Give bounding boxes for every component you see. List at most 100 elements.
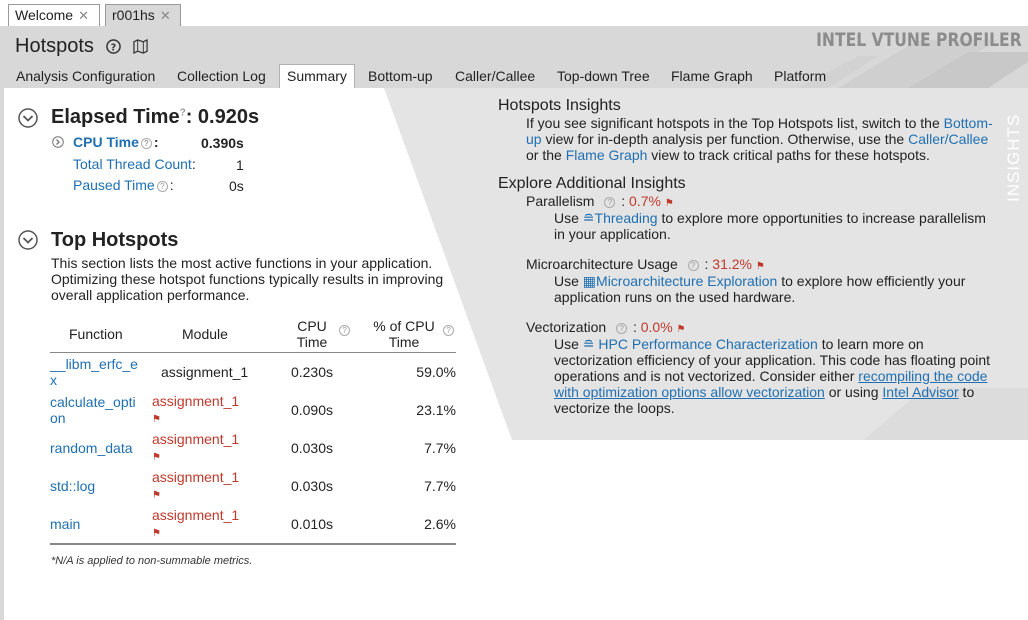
text: Use	[554, 336, 583, 352]
function-cell[interactable]: main	[50, 505, 152, 545]
analysis-header: Hotspots ? INTEL VTUNE PROFILER Analysis…	[0, 26, 1028, 90]
help-icon[interactable]: ?	[339, 325, 350, 336]
help-icon[interactable]: ?	[616, 322, 628, 334]
help-icon[interactable]: ?	[156, 180, 168, 192]
tab-welcome[interactable]: Welcome ✕	[8, 4, 100, 26]
function-cell[interactable]: calculate_opti on	[50, 391, 152, 429]
pct-cell: 7.7%	[424, 478, 456, 494]
hpc-characterization-link[interactable]: HPC Performance Characterization	[598, 336, 818, 352]
tab-analysis-configuration[interactable]: Analysis Configuration	[16, 68, 156, 84]
warning-flag-icon: ⚑	[755, 261, 765, 272]
collapse-icon[interactable]	[18, 230, 38, 250]
header-line: Time	[296, 334, 328, 350]
table-row[interactable]: random_data assignment_1 ⚑ 0.030s 7.7%	[50, 429, 456, 467]
module-name: assignment_1	[152, 506, 240, 523]
chip-icon: ▦	[582, 273, 597, 289]
vectorization-row: Vectorization ? : 0.0% ⚑	[526, 319, 686, 335]
text: Use	[554, 210, 583, 226]
insight-line: operations and is not vectorized. Consid…	[554, 368, 1004, 384]
function-link[interactable]: main	[50, 516, 81, 532]
microarchitecture-label: Microarchitecture Usage	[526, 256, 678, 272]
module-cell: assignment_1 ⚑	[152, 429, 272, 467]
table-row[interactable]: main assignment_1 ⚑ 0.010s 2.6%	[50, 505, 456, 545]
tab-r001hs[interactable]: r001hs ✕	[105, 4, 181, 26]
function-link[interactable]: calculate_opti	[50, 394, 136, 410]
function-cell[interactable]: std::log	[50, 467, 152, 505]
text: to explore more opportunities to increas…	[657, 210, 986, 226]
warning-flag-icon: ⚑	[152, 527, 161, 539]
tab-platform[interactable]: Platform	[774, 68, 827, 84]
warning-flag-icon: ⚑	[676, 324, 686, 335]
explore-insights-title: Explore Additional Insights	[498, 175, 686, 192]
function-cell[interactable]: random_data	[50, 429, 152, 467]
table-row[interactable]: __libm_erfc_e x assignment_1 0.230s 59.0%	[50, 353, 456, 392]
help-icon[interactable]: ?	[106, 39, 121, 54]
function-cell[interactable]: __libm_erfc_e x	[50, 353, 152, 392]
text: view to track critical paths for these h…	[647, 147, 930, 163]
table-row[interactable]: calculate_opti on assignment_1 ⚑ 0.090s 23…	[50, 391, 456, 429]
module-cell: assignment_1 ⚑	[152, 391, 272, 429]
tab-collection-log[interactable]: Collection Log	[177, 68, 266, 84]
insights-label-text: INSIGHTS	[1004, 114, 1023, 202]
help-icon[interactable]: ?	[604, 196, 616, 208]
table-row[interactable]: std::log assignment_1 ⚑ 0.030s 7.7%	[50, 467, 456, 505]
footnote: *N/A is applied to non-summable metrics.	[51, 555, 253, 567]
header-line: % of CPU	[373, 318, 435, 334]
function-link[interactable]: std::log	[50, 478, 96, 494]
column-header-module[interactable]: Module	[152, 316, 272, 353]
cpu-time-link[interactable]: CPU Time	[73, 134, 139, 150]
intel-advisor-link[interactable]: Intel Advisor	[882, 384, 959, 400]
function-link[interactable]: __libm_erfc_e	[50, 356, 138, 372]
paused-time-value: 0s	[229, 178, 244, 194]
bottom-up-link[interactable]: Bottom-	[943, 115, 993, 131]
collapse-icon[interactable]	[18, 108, 38, 128]
vectorization-text: Use ≘ HPC Performance Characterization t…	[554, 336, 1004, 416]
cpu-time-cell: 0.030s	[290, 440, 334, 456]
tab-bottom-up[interactable]: Bottom-up	[368, 68, 433, 84]
page-title: Hotspots	[15, 35, 94, 57]
bottom-up-link[interactable]: up	[526, 131, 542, 147]
tab-flame-graph[interactable]: Flame Graph	[671, 68, 753, 84]
tab-summary[interactable]: Summary	[279, 64, 355, 90]
help-icon[interactable]: ?	[140, 137, 152, 149]
text: to learn more on	[817, 336, 924, 352]
close-icon[interactable]: ✕	[78, 8, 89, 23]
hotspots-insights-title: Hotspots Insights	[498, 97, 621, 114]
column-header-cpu-time[interactable]: CPU Time ?	[272, 316, 352, 353]
text: or the	[526, 147, 566, 163]
header-line: CPU	[297, 318, 327, 334]
parallelism-value: 0.7%	[629, 193, 661, 209]
elapsed-time-label: Elapsed Time	[51, 106, 180, 128]
column-header-pct-cpu-time[interactable]: % of CPU Time ?	[352, 316, 456, 353]
pct-cell: 23.1%	[416, 402, 456, 418]
column-header-function[interactable]: Function	[50, 316, 152, 353]
tab-caller-callee[interactable]: Caller/Callee	[455, 68, 536, 84]
paused-time-label[interactable]: Paused Time	[73, 177, 155, 193]
close-icon[interactable]: ✕	[159, 8, 171, 23]
thread-count-value: 1	[236, 157, 244, 173]
microarchitecture-value: 31.2%	[712, 256, 752, 272]
help-icon[interactable]: ?	[179, 107, 186, 119]
thread-count-label[interactable]: Total Thread Count	[73, 156, 192, 172]
threading-link[interactable]: Threading	[594, 210, 658, 226]
tab-top-down-tree[interactable]: Top-down Tree	[557, 68, 650, 84]
map-book-icon[interactable]	[133, 39, 148, 54]
warning-flag-icon: ⚑	[152, 451, 161, 463]
microarchitecture-exploration-link[interactable]: Microarchitecture Exploration	[596, 273, 778, 289]
help-icon[interactable]: ?	[687, 259, 699, 271]
function-link-wrap[interactable]: on	[50, 410, 66, 426]
recompiling-link[interactable]: recompiling the code	[858, 368, 988, 384]
text: to explore how efficiently your	[777, 273, 966, 289]
cpu-time-row: CPU Time?:	[73, 134, 159, 150]
caller-callee-link[interactable]: Caller/Callee	[908, 131, 989, 147]
function-link[interactable]: random_data	[50, 440, 133, 456]
expand-icon[interactable]	[52, 136, 64, 148]
flame-graph-link[interactable]: Flame Graph	[565, 147, 648, 163]
thread-count-row: Total Thread Count:	[73, 156, 196, 172]
header-line: Time	[388, 334, 420, 350]
insight-line: If you see significant hotspots in the T…	[526, 115, 996, 131]
cpu-time-cell: 0.230s	[290, 364, 334, 380]
help-icon[interactable]: ?	[443, 325, 454, 336]
recompiling-link[interactable]: with optimization options allow vectoriz…	[554, 384, 825, 400]
function-link-wrap[interactable]: x	[50, 372, 57, 388]
